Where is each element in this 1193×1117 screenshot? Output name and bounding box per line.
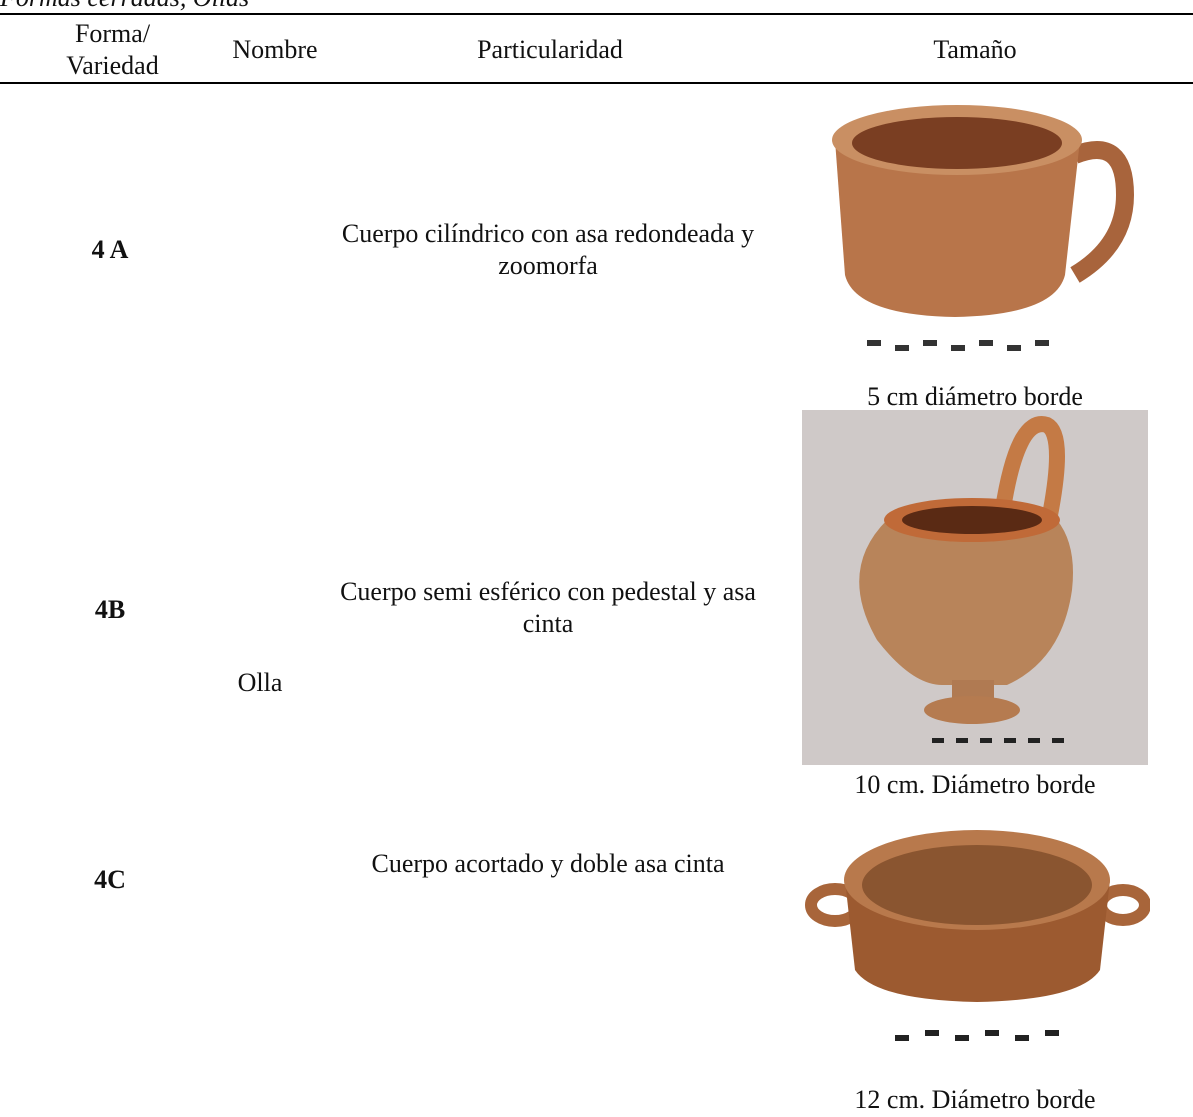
particularidad: Cuerpo cilíndrico con asa redondeada y z…: [341, 219, 755, 280]
forma: 4 A: [91, 235, 129, 264]
header-cell: Particularidad: [477, 35, 623, 64]
tamano: 12 cm. Diámetro borde: [854, 1085, 1096, 1114]
pot-photo: [832, 105, 1135, 351]
tamano: 5 cm diámetro borde: [867, 382, 1083, 411]
header-cell: Forma/ Variedad: [66, 19, 159, 80]
header-cell: Tamaño: [933, 35, 1017, 64]
header-cell: Nombre: [232, 35, 318, 64]
particularidad: Cuerpo semi esférico con pedestal y asa …: [340, 577, 756, 638]
header-rule: [0, 82, 1193, 84]
forma: 4C: [94, 865, 126, 894]
nombre: Olla: [237, 668, 283, 697]
forma: 4B: [94, 595, 126, 624]
tamano: 10 cm. Diámetro borde: [854, 770, 1096, 799]
pot-photo: [805, 830, 1150, 1041]
particularidad: Cuerpo acortado y doble asa cinta: [371, 849, 725, 878]
caption: Formas cerradas, Ollas: [0, 0, 249, 13]
pot-photo: [802, 410, 1148, 765]
top-rule: [0, 13, 1193, 15]
